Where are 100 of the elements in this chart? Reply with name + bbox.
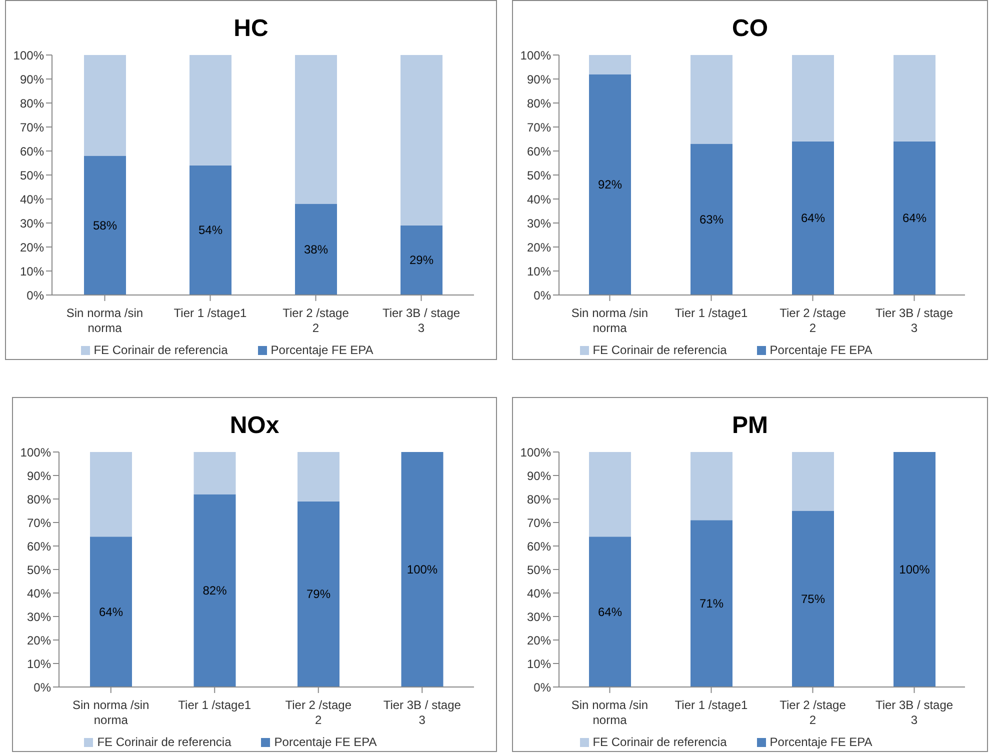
y-tick-label: 70%: [526, 516, 552, 530]
y-tick-label: 100%: [13, 48, 44, 62]
data-label: 92%: [598, 178, 622, 192]
y-tick-label: 90%: [26, 468, 52, 483]
y-tick-label: 80%: [20, 96, 44, 110]
bar: [400, 55, 442, 226]
bar: [690, 144, 732, 295]
x-tick-label: Tier 2 /stage 2: [780, 306, 846, 335]
x-tick-label: Tier 3B / stage 3: [875, 698, 954, 727]
data-label: 100%: [406, 562, 438, 576]
y-tick-label: 90%: [526, 468, 552, 483]
chart-title: PM: [732, 412, 768, 439]
y-tick-label: 20%: [20, 240, 44, 254]
y-tick-label: 60%: [26, 539, 52, 554]
y-tick-label: 70%: [26, 516, 52, 530]
y-tick-label: 0%: [534, 288, 552, 302]
y-tick-label: 20%: [526, 633, 552, 648]
y-tick-label: 50%: [526, 168, 552, 182]
y-tick-label: 50%: [526, 562, 552, 577]
bar: [90, 452, 132, 537]
y-tick-label: 100%: [520, 445, 552, 460]
bar: [298, 452, 340, 502]
bar: [690, 452, 732, 520]
bar: [190, 55, 232, 166]
x-tick-label: Tier 2 /stage 2: [282, 306, 350, 335]
bar: [190, 165, 232, 295]
y-tick-label: 60%: [526, 539, 552, 554]
x-tick-label: Sin norma /sin norma: [66, 306, 144, 335]
legend-label: Porcentaje FE EPA: [770, 343, 872, 357]
y-tick-label: 10%: [26, 656, 52, 671]
bar: [589, 452, 631, 537]
data-label: 79%: [306, 587, 331, 602]
y-tick-label: 50%: [20, 168, 44, 182]
y-tick-label: 30%: [526, 610, 552, 624]
y-tick-label: 10%: [526, 264, 552, 278]
y-tick-label: 0%: [34, 680, 52, 694]
x-tick-label: Tier 2 /stage 2: [780, 698, 846, 727]
data-label: 64%: [598, 604, 622, 619]
y-tick-label: 20%: [526, 240, 552, 254]
data-label: 64%: [800, 211, 826, 226]
y-tick-label: 30%: [20, 216, 44, 230]
legend-label: Porcentaje FE EPA: [270, 343, 374, 357]
y-tick-label: 70%: [20, 120, 44, 134]
y-tick-label: 20%: [26, 633, 52, 648]
bar: [194, 452, 236, 494]
bar: [295, 55, 337, 204]
bar: [84, 156, 126, 295]
y-tick-label: 50%: [26, 562, 52, 577]
bar: [894, 55, 936, 142]
bar: [90, 536, 132, 687]
data-label: 64%: [98, 604, 124, 619]
bar: [589, 74, 631, 295]
x-tick-label: Tier 1 /stage1: [178, 698, 252, 712]
y-tick-label: 100%: [520, 48, 552, 62]
y-tick-label: 40%: [526, 192, 552, 206]
bar: [400, 225, 442, 295]
chart-title: NOx: [230, 412, 280, 439]
x-tick-label: Tier 3B / stage 3: [382, 306, 460, 335]
bar: [690, 55, 732, 144]
bar: [792, 141, 834, 295]
y-tick-label: 80%: [526, 96, 552, 110]
chart-title: HC: [234, 15, 268, 42]
chart-title: CO: [732, 15, 768, 42]
legend-label: FE Corinair de referencia: [592, 735, 727, 749]
bar: [894, 452, 936, 687]
y-tick-label: 40%: [526, 586, 552, 600]
bar: [589, 536, 631, 687]
bar: [84, 55, 126, 156]
data-label: 71%: [699, 596, 724, 611]
legend-label: FE Corinair de referencia: [94, 343, 228, 357]
y-tick-label: 90%: [20, 72, 44, 86]
bar: [589, 55, 631, 74]
bar: [792, 55, 834, 142]
data-label: 82%: [202, 584, 228, 598]
y-tick-label: 0%: [26, 288, 44, 302]
data-label: 38%: [304, 242, 328, 256]
data-label: 29%: [409, 253, 434, 268]
bar: [298, 501, 340, 687]
bar: [792, 510, 834, 687]
data-label: 64%: [902, 211, 927, 226]
legend-label: Porcentaje FE EPA: [274, 735, 377, 749]
y-tick-label: 100%: [20, 445, 52, 460]
bar: [894, 141, 936, 295]
x-tick-label: Sin norma /sin norma: [571, 306, 648, 335]
x-tick-label: Tier 3B / stage 3: [383, 698, 462, 727]
x-tick-label: Tier 1 /stage1: [174, 306, 248, 320]
data-label: 58%: [92, 218, 118, 232]
x-tick-label: Tier 1 /stage1: [674, 306, 748, 320]
y-tick-label: 10%: [20, 264, 44, 278]
x-tick-label: Sin norma /sin norma: [72, 698, 150, 727]
bar: [690, 520, 732, 687]
bar: [295, 204, 337, 295]
y-tick-label: 70%: [526, 120, 552, 134]
y-tick-label: 90%: [526, 72, 552, 86]
x-tick-label: Sin norma /sin norma: [571, 698, 648, 727]
data-label: 100%: [899, 562, 930, 576]
legend-label: FE Corinair de referencia: [97, 735, 232, 749]
y-tick-label: 30%: [26, 610, 52, 624]
y-tick-label: 80%: [526, 492, 552, 506]
y-tick-label: 10%: [526, 656, 552, 671]
